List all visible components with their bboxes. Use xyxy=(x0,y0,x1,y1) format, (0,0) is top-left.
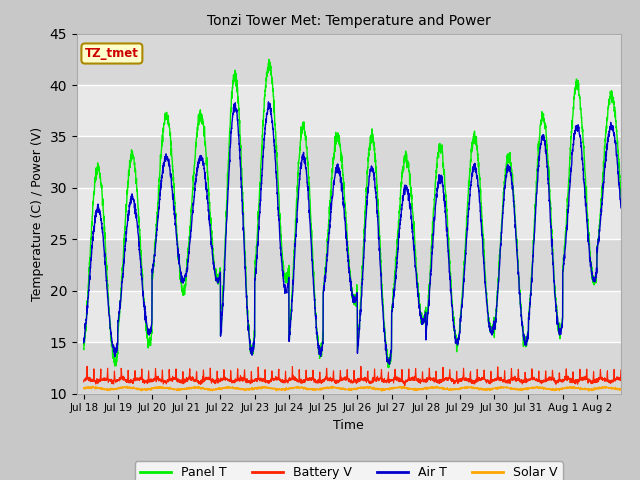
Air T xyxy=(511,218,518,224)
Bar xyxy=(77,34,621,85)
Solar V xyxy=(621,386,629,392)
Solar V xyxy=(378,388,385,394)
Bar xyxy=(77,342,621,394)
Line: Panel T: Panel T xyxy=(84,60,631,368)
Title: Tonzi Tower Met: Temperature and Power: Tonzi Tower Met: Temperature and Power xyxy=(207,14,491,28)
Air T xyxy=(385,361,393,367)
Battery V xyxy=(511,373,518,379)
Battery V xyxy=(476,376,484,382)
Solar V xyxy=(627,385,635,391)
X-axis label: Time: Time xyxy=(333,419,364,432)
Bar xyxy=(77,291,621,342)
Panel T xyxy=(476,175,484,181)
Air T xyxy=(621,250,629,256)
Line: Air T: Air T xyxy=(84,102,631,364)
Panel T xyxy=(192,140,200,145)
Solar V xyxy=(476,385,484,391)
Solar V xyxy=(544,386,552,392)
Bar xyxy=(77,85,621,136)
Panel T xyxy=(265,57,273,62)
Air T xyxy=(80,340,88,346)
Panel T xyxy=(428,242,436,248)
Panel T xyxy=(544,154,552,160)
Air T xyxy=(428,254,436,260)
Battery V xyxy=(627,377,635,383)
Air T xyxy=(627,250,635,255)
Solar V xyxy=(511,386,518,392)
Solar V xyxy=(192,385,200,391)
Battery V xyxy=(192,379,200,384)
Panel T xyxy=(80,346,88,352)
Bar xyxy=(77,136,621,188)
Solar V xyxy=(80,385,88,391)
Line: Battery V: Battery V xyxy=(84,366,631,385)
Text: TZ_tmet: TZ_tmet xyxy=(85,47,139,60)
Battery V xyxy=(83,363,91,369)
Battery V xyxy=(401,383,409,388)
Legend: Panel T, Battery V, Air T, Solar V: Panel T, Battery V, Air T, Solar V xyxy=(135,461,563,480)
Battery V xyxy=(544,378,552,384)
Air T xyxy=(192,176,200,181)
Panel T xyxy=(627,247,635,252)
Panel T xyxy=(511,210,518,216)
Y-axis label: Temperature (C) / Power (V): Temperature (C) / Power (V) xyxy=(31,127,44,300)
Battery V xyxy=(80,379,88,385)
Battery V xyxy=(621,379,629,385)
Bar xyxy=(77,188,621,240)
Solar V xyxy=(428,385,436,391)
Panel T xyxy=(385,365,392,371)
Line: Solar V: Solar V xyxy=(84,386,631,391)
Bar xyxy=(77,240,621,291)
Battery V xyxy=(428,376,436,382)
Air T xyxy=(264,99,272,105)
Air T xyxy=(544,173,552,179)
Solar V xyxy=(328,383,336,389)
Panel T xyxy=(621,242,629,248)
Air T xyxy=(476,201,484,206)
